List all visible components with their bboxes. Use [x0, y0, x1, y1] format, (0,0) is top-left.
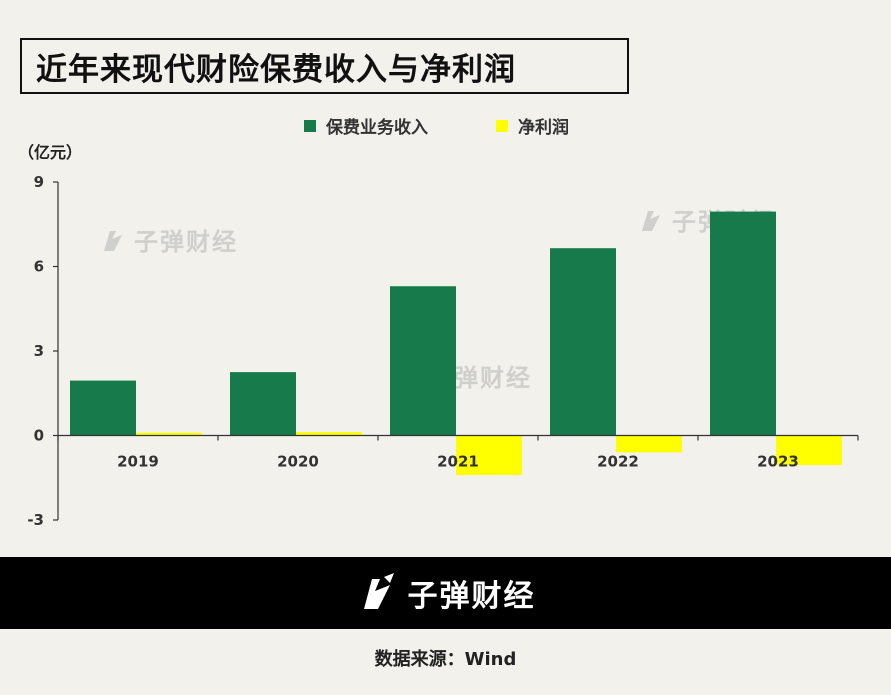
legend-swatch-premium	[304, 119, 316, 132]
legend: 保费业务收入 净利润	[0, 113, 891, 138]
bar-chart: 9 6 3 0 -3 2019 2020 2021 2022 2023	[27, 173, 859, 529]
footer-banner: 子弹财经	[0, 557, 891, 629]
source-note: 数据来源：Wind	[374, 649, 517, 670]
bar-premium	[70, 380, 136, 436]
chart-title: 近年来现代财险保费收入与净利润	[20, 38, 629, 94]
bar-premium	[230, 372, 296, 436]
footer-brand-text: 子弹财经	[407, 579, 536, 614]
x-tick-label: 2023	[757, 453, 799, 471]
legend-label-premium: 保费业务收入	[326, 118, 428, 138]
y-unit-label: （亿元）	[18, 143, 83, 162]
legend-item-premium: 保费业务收入	[304, 113, 428, 138]
brand-logo-icon	[363, 573, 394, 609]
watermark-text: 子弹财经	[134, 228, 238, 256]
x-tick-label: 2022	[597, 453, 639, 471]
watermark: 子弹财经	[98, 222, 238, 257]
y-tick-label: 9	[34, 173, 44, 191]
x-tick-label: 2021	[437, 453, 479, 471]
bar-profit	[776, 435, 842, 466]
bar-premium	[390, 286, 456, 436]
x-tick-label: 2019	[117, 453, 159, 471]
bar-profit	[296, 432, 362, 436]
legend-swatch-profit	[496, 119, 508, 132]
brand-logo-icon	[642, 210, 660, 231]
y-tick-label: 0	[34, 427, 44, 445]
x-tick-label: 2020	[277, 453, 319, 471]
bar-premium	[550, 248, 616, 436]
y-tick-label: -3	[27, 511, 44, 529]
y-tick-label: 3	[34, 342, 44, 360]
legend-label-profit: 净利润	[518, 118, 569, 138]
y-tick-label: 6	[34, 258, 44, 276]
bar-profit	[616, 435, 682, 453]
legend-item-profit: 净利润	[496, 113, 569, 138]
footer-brand: 子弹财经	[356, 571, 536, 615]
bar-profit	[136, 432, 202, 436]
bar-premium	[710, 211, 776, 436]
bar-profit	[456, 435, 522, 475]
brand-logo-icon	[104, 230, 122, 251]
